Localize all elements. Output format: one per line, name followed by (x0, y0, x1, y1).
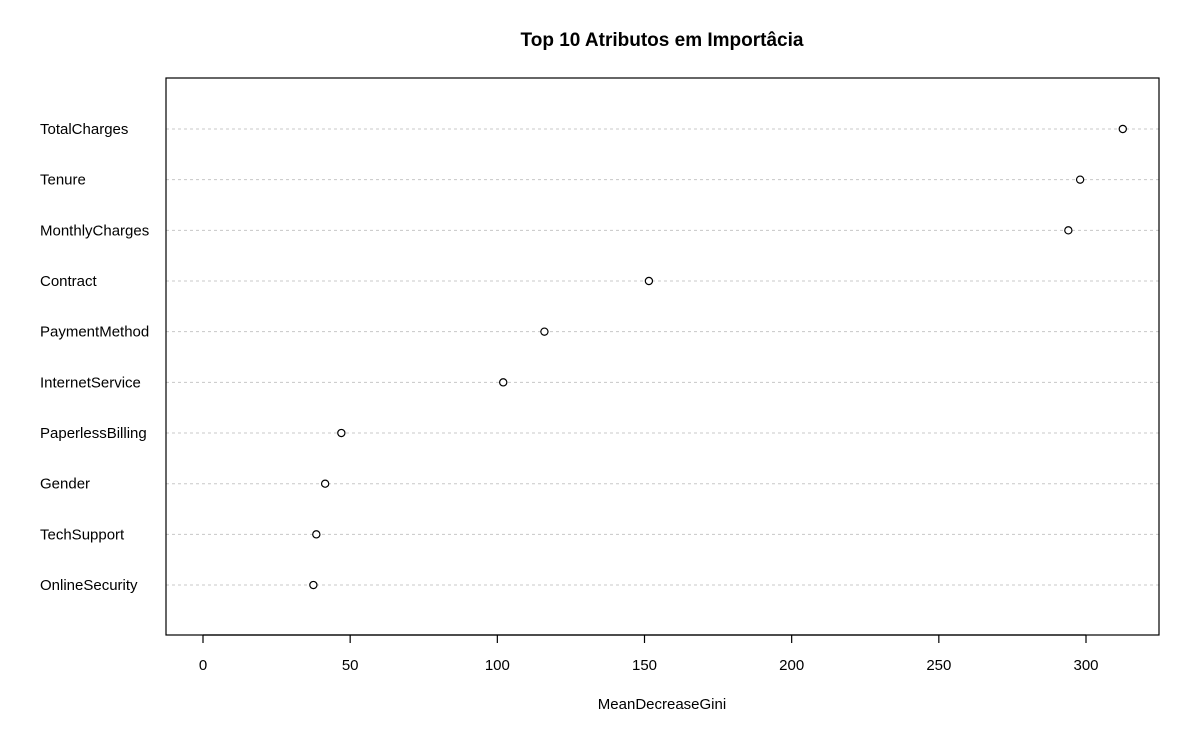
data-point (540, 327, 549, 336)
x-axis-title: MeanDecreaseGini (598, 696, 726, 713)
data-point (1118, 124, 1127, 134)
category-label: MonthlyCharges (40, 222, 149, 239)
category-label: PaymentMethod (40, 324, 149, 341)
plot-area-frame (165, 77, 1160, 636)
x-tick-label: 150 (632, 657, 657, 674)
category-label: Tenure (40, 172, 86, 189)
gridlines (166, 128, 1159, 586)
x-tick-label: 0 (199, 657, 207, 674)
category-label: Contract (40, 273, 98, 290)
x-tick-label: 200 (779, 657, 804, 674)
chart-title: Top 10 Atributos em Importâcia (521, 30, 804, 51)
data-point (1075, 175, 1085, 184)
x-axis: 0 50 100 150 200 250 300 (199, 634, 1099, 674)
data-point (337, 428, 346, 438)
data-point (1064, 226, 1073, 235)
data-point (499, 378, 508, 387)
category-label: OnlineSecurity (40, 577, 138, 594)
category-labels: TotalCharges Tenure MonthlyCharges Contract… (40, 121, 149, 594)
x-tick-label: 250 (926, 657, 951, 674)
data-point (644, 276, 654, 286)
data-point (320, 479, 330, 488)
x-tick-label: 300 (1073, 657, 1098, 674)
data-point (309, 580, 318, 590)
x-tick-label: 50 (342, 657, 359, 674)
x-tick-label: 100 (485, 657, 510, 674)
data-points (309, 124, 1127, 590)
category-label: InternetService (40, 374, 141, 391)
data-point (312, 530, 321, 539)
category-label: Gender (40, 476, 90, 493)
category-label: TechSupport (40, 526, 125, 543)
category-label: TotalCharges (40, 121, 128, 138)
category-label: PaperlessBilling (40, 425, 147, 442)
